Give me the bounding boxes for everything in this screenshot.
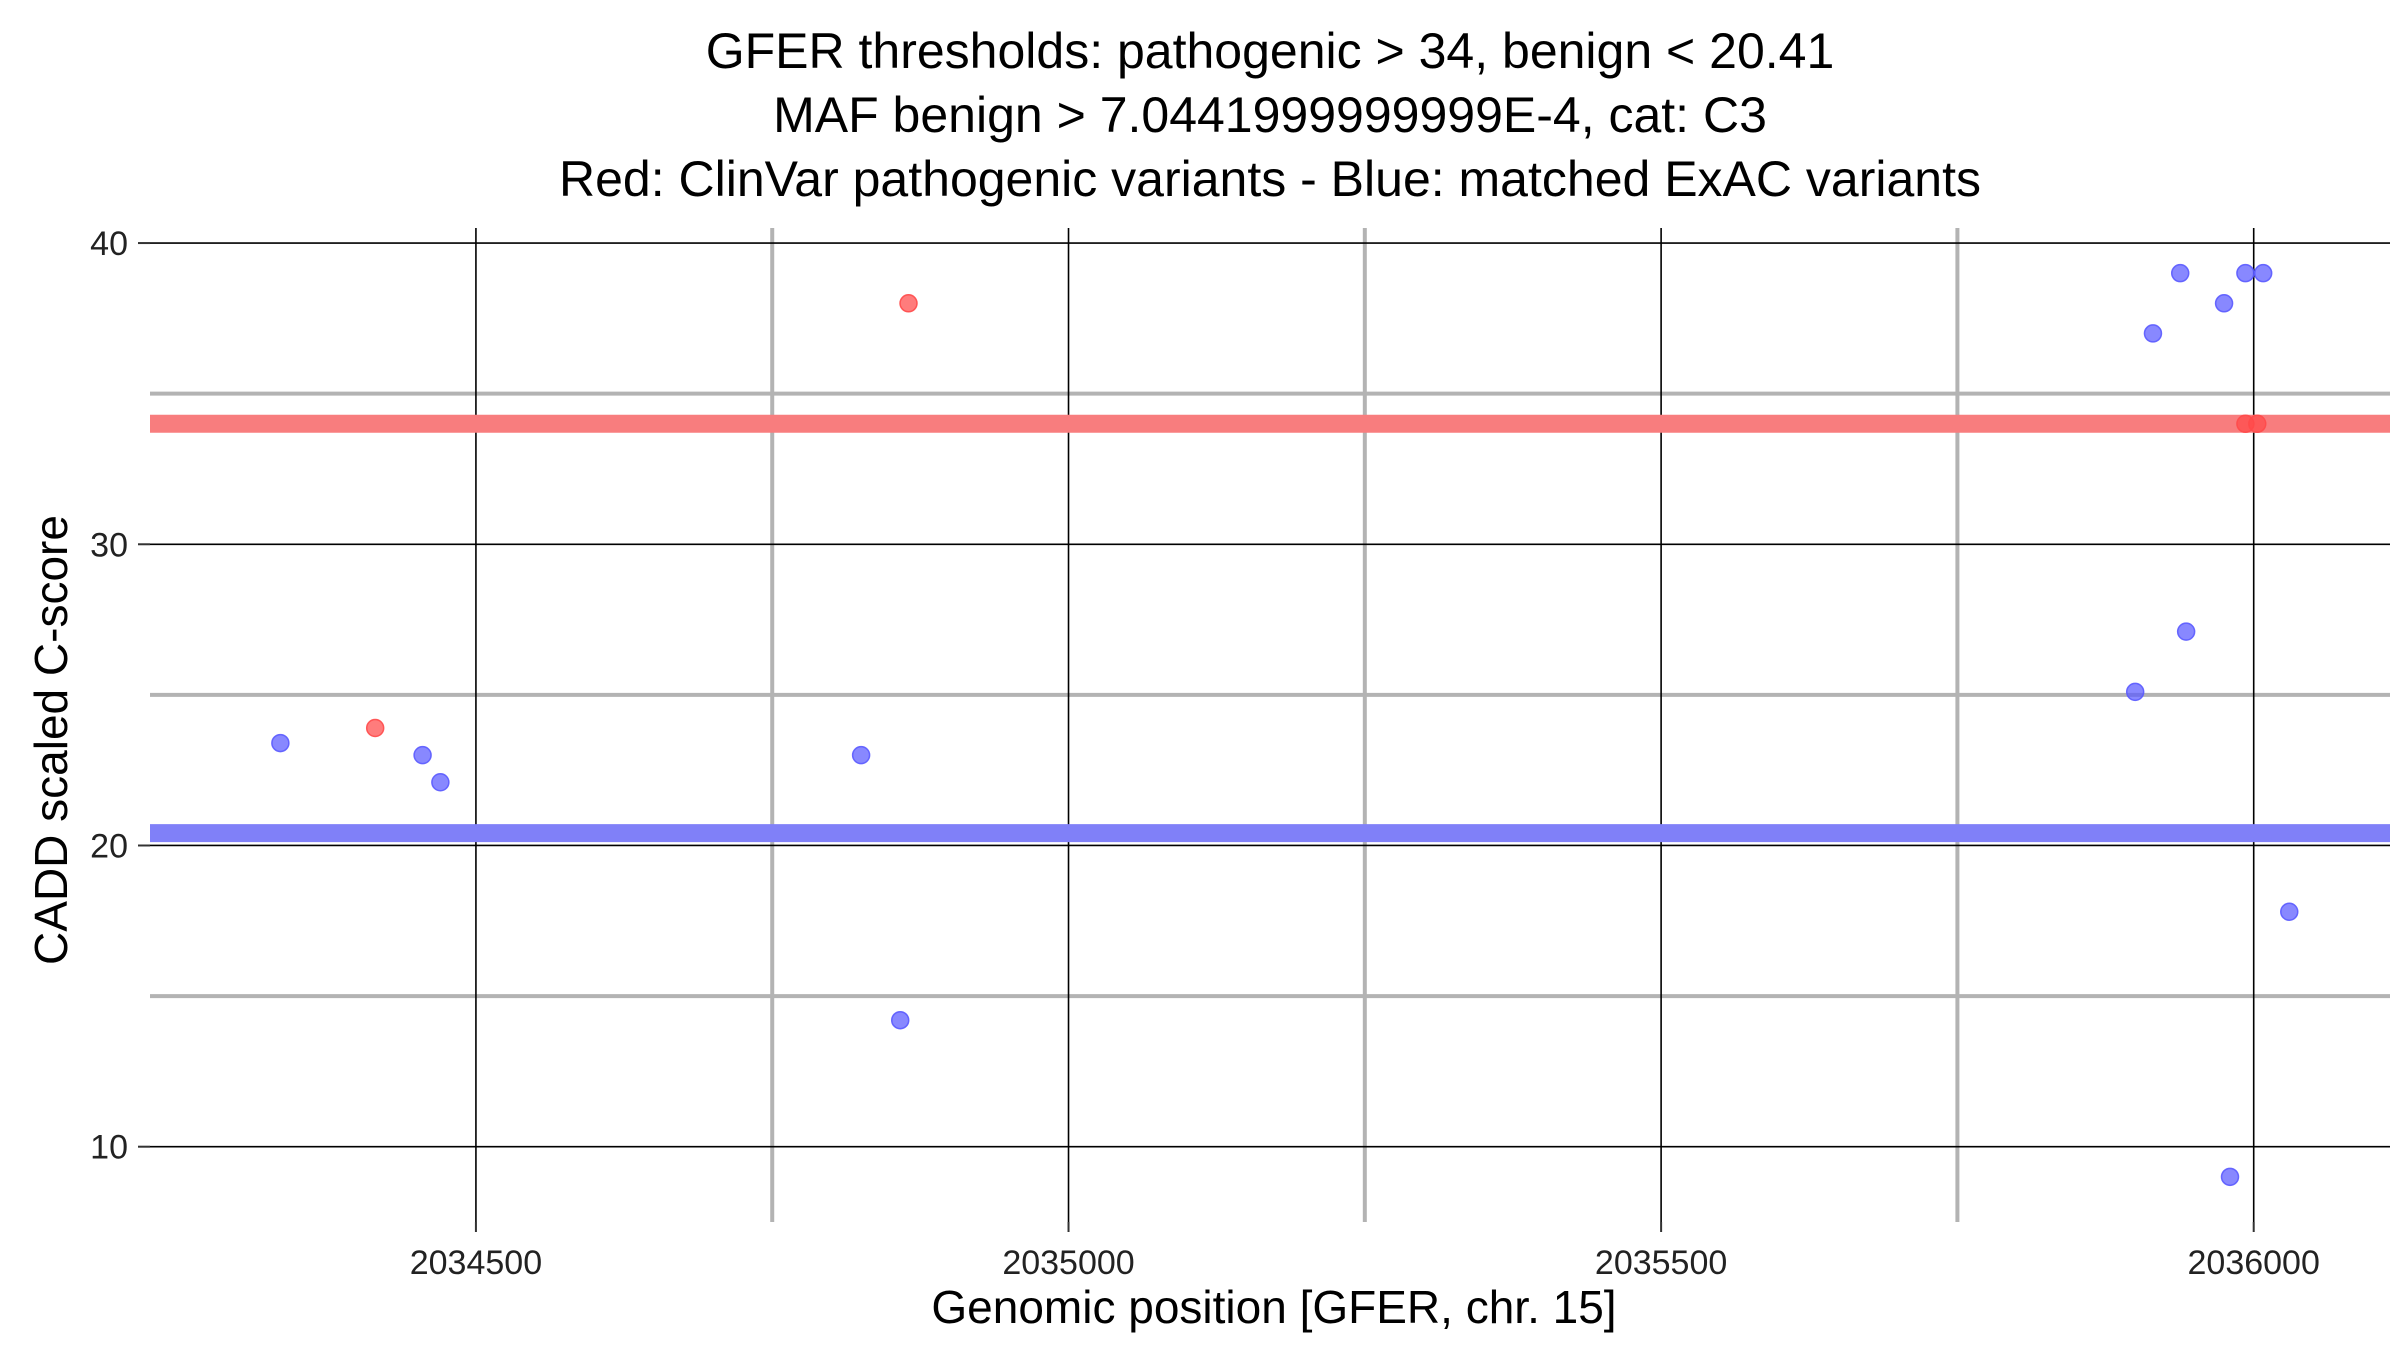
y-tick-label-1: 20 — [90, 827, 128, 865]
exac-point-0 — [271, 733, 290, 753]
exac-point-11 — [2236, 263, 2255, 283]
exac-point-2 — [431, 772, 450, 792]
title-line-3: Red: ClinVar pathogenic variants - Blue:… — [559, 151, 1981, 207]
exac-point-4 — [890, 1010, 910, 1030]
major-gridlines — [150, 228, 2390, 1222]
data-points — [271, 263, 2299, 1187]
clinvar-point-0 — [365, 718, 385, 738]
clinvar-point-3 — [2248, 414, 2267, 434]
y-axis-ticks: 10 20 30 40 — [90, 225, 150, 1167]
exac-point-8 — [2176, 622, 2196, 641]
exac-point-12 — [2253, 263, 2273, 283]
threshold-lines — [150, 414, 2390, 843]
exac-point-7 — [2170, 263, 2190, 283]
x-tick-label-0: 2034500 — [410, 1244, 542, 1282]
x-tick-label-3: 2036000 — [2188, 1244, 2320, 1282]
clinvar-point-1 — [899, 294, 918, 313]
exac-point-3 — [851, 745, 871, 765]
x-tick-label-2: 2035500 — [1595, 1244, 1727, 1282]
y-tick-label-0: 10 — [90, 1129, 128, 1167]
exac-point-10 — [2220, 1167, 2240, 1187]
exac-point-1 — [413, 745, 432, 765]
x-axis-ticks: 2034500 2035000 2035500 2036000 — [410, 1222, 2320, 1282]
y-tick-label-2: 30 — [90, 526, 128, 564]
exac-point-5 — [2125, 682, 2145, 702]
minor-gridlines — [150, 228, 2390, 1222]
exac-point-9 — [2214, 294, 2234, 313]
x-axis-label: Genomic position [GFER, chr. 15] — [931, 1281, 1616, 1333]
y-tick-label-3: 40 — [90, 225, 128, 263]
title-line-1: GFER thresholds: pathogenic > 34, benign… — [706, 23, 1835, 79]
exac-point-13 — [2280, 902, 2299, 922]
x-tick-label-1: 2035000 — [1002, 1244, 1134, 1282]
exac-point-6 — [2143, 324, 2163, 343]
y-axis-label: CADD scaled C-score — [25, 515, 77, 965]
title-line-2: MAF benign > 7.0441999999999E-4, cat: C3 — [773, 87, 1767, 143]
chart-title: GFER thresholds: pathogenic > 34, benign… — [559, 23, 1981, 207]
